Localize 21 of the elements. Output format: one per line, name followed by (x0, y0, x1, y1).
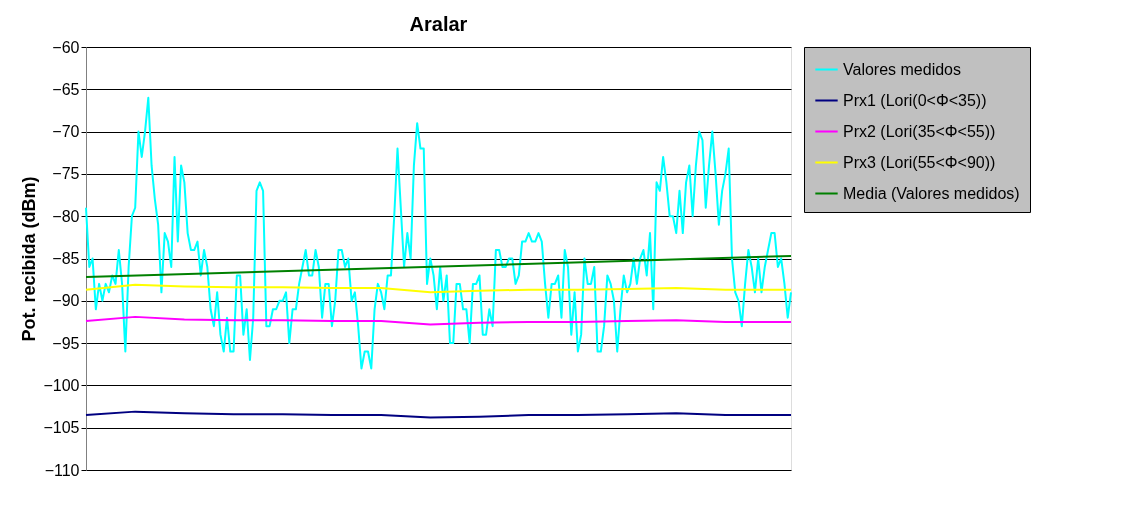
legend-label: Prx3 (Lori(55<Φ<90)) (843, 153, 996, 171)
line-series (85, 315, 792, 326)
y-tick-label: −110 (44, 461, 80, 479)
y-tick-label: −85 (52, 250, 80, 267)
legend-label: Prx1 (Lori(0<Φ<35)) (843, 91, 987, 109)
y-tick-label: −95 (52, 334, 80, 352)
y-tick-label: −65 (52, 80, 80, 98)
y-tick-label: −75 (52, 165, 80, 183)
legend-label: Prx2 (Lori(35<Φ<55)) (843, 122, 996, 140)
y-tick-label: −70 (52, 123, 80, 141)
y-tick-label: −80 (52, 207, 80, 225)
y-axis-title: Pot. recibida (dBm) (19, 176, 40, 342)
chart-title: Aralar (409, 13, 468, 35)
y-tick-label: −60 (52, 38, 80, 56)
y-tick-label: −100 (43, 376, 80, 394)
legend-label: Valores medidos (843, 60, 961, 78)
line-series (85, 96, 792, 370)
y-tick-label: −105 (43, 419, 80, 437)
legend-label: Media (Valores medidos) (843, 184, 1020, 202)
line-series (85, 283, 792, 294)
y-tick-label: −90 (52, 292, 80, 310)
